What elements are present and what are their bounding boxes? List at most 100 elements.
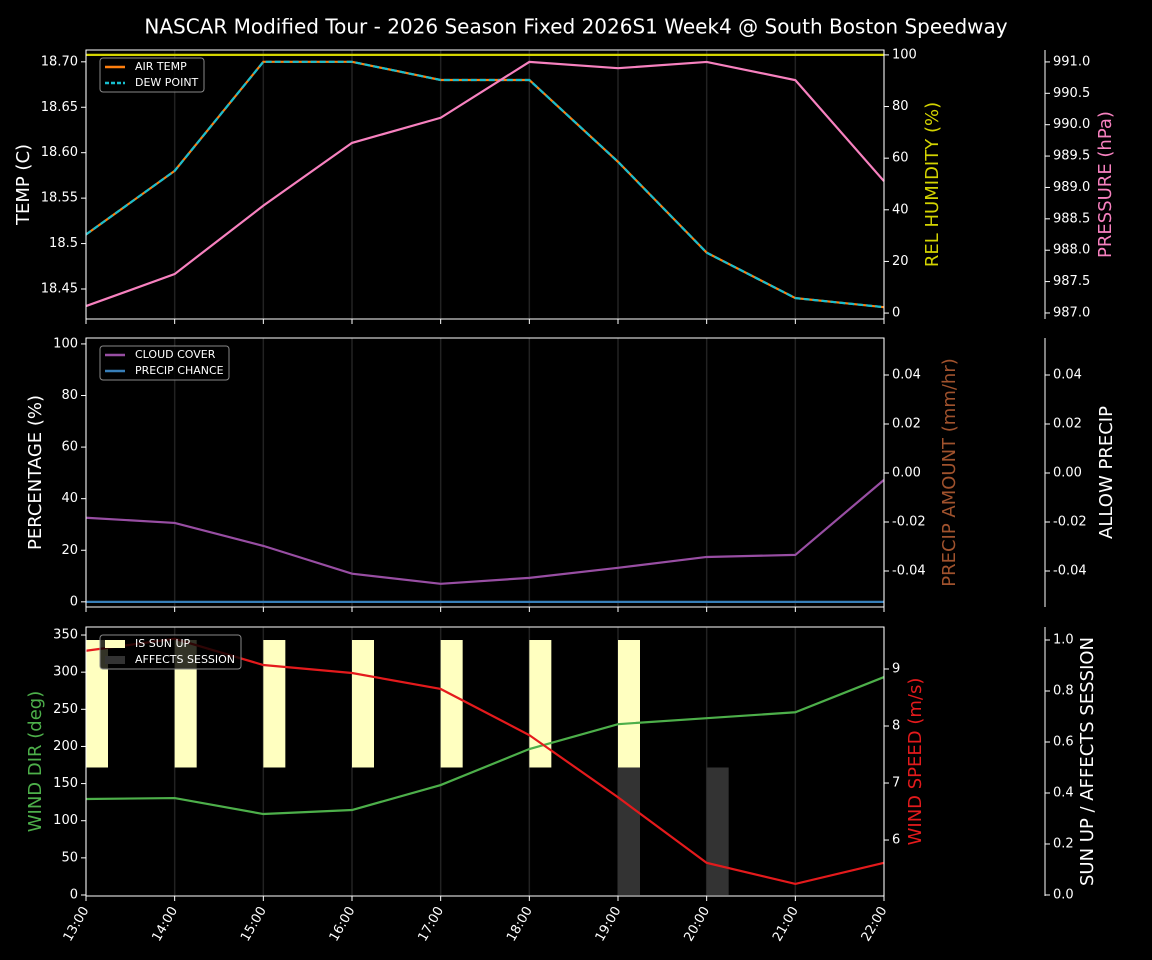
y2-tick-label: 0.02 [892, 416, 921, 431]
axis-label: WIND SPEED (m/s) [905, 678, 926, 846]
chart-title: NASCAR Modified Tour - 2026 Season Fixed… [144, 15, 1007, 39]
x-tick-label: 16:00 [327, 904, 359, 944]
bar [86, 640, 108, 768]
axis-label: TEMP (C) [13, 144, 34, 226]
y3-tick-label: 987.0 [1053, 305, 1090, 320]
y-tick-label: 150 [53, 776, 78, 791]
x-tick-label: 14:00 [149, 904, 181, 944]
axis-label: SUN UP / AFFECTS SESSION [1077, 637, 1098, 886]
y3-tick-label: 990.0 [1053, 117, 1090, 132]
y2-tick-label: 60 [892, 151, 909, 166]
x-tick-label: 22:00 [859, 904, 891, 944]
y3-tick-label: 0.2 [1053, 836, 1074, 851]
bar [174, 640, 197, 768]
y2-tick-label: 6 [892, 833, 900, 848]
y3-tick-label: 987.5 [1053, 274, 1090, 289]
y-tick-label: 200 [53, 739, 78, 754]
line [85, 60, 885, 308]
legend-box [99, 345, 230, 381]
axis-label: PRECIP AMOUNT (mm/hr) [939, 358, 960, 587]
bar [618, 640, 640, 768]
axis-label: REL HUMIDITY (%) [922, 102, 943, 267]
line [85, 60, 885, 309]
legend-swatch [105, 656, 125, 664]
legend-label: IS SUN UP [135, 637, 191, 650]
legend-label: CLOUD COVER [135, 348, 216, 361]
y3-tick-label: 988.0 [1053, 243, 1090, 258]
legend-label: AIR TEMP [135, 60, 187, 73]
y-tick-label: 250 [53, 702, 78, 717]
y-tick-label: 18.5 [49, 236, 78, 251]
y2-tick-label: 0.04 [892, 367, 921, 382]
y2-tick-label: 40 [892, 202, 909, 217]
x-tick-label: 21:00 [770, 904, 802, 944]
y-tick-label: 18.55 [41, 191, 78, 206]
y2-tick-label: 20 [892, 254, 909, 269]
y-tick-label: 350 [53, 628, 78, 643]
y3-tick-label: 988.5 [1053, 211, 1090, 226]
legend-box [99, 57, 205, 93]
x-tick-label: 20:00 [681, 904, 713, 944]
y-tick-label: 100 [53, 336, 78, 351]
y3-tick-label: -0.02 [1053, 514, 1087, 529]
line [85, 676, 885, 816]
y2-tick-label: -0.02 [892, 514, 926, 529]
y-tick-label: 0 [70, 887, 78, 902]
line [85, 479, 885, 585]
y-tick-label: 18.70 [41, 54, 78, 69]
bar [352, 640, 374, 768]
y3-tick-label: 0.8 [1053, 683, 1074, 698]
bar [706, 767, 729, 895]
y-tick-label: 0 [70, 594, 78, 609]
y2-tick-label: 0 [892, 306, 900, 321]
y3-tick-label: 0.6 [1053, 734, 1074, 749]
x-tick-label: 17:00 [415, 904, 447, 944]
y3-tick-label: 0.0 [1053, 887, 1074, 902]
y-tick-label: 100 [53, 813, 78, 828]
axis-label: WIND DIR (deg) [25, 691, 46, 833]
x-tick-label: 19:00 [593, 904, 625, 944]
y3-tick-label: 1.0 [1053, 633, 1074, 648]
y-tick-label: 50 [61, 850, 78, 865]
legend-box [99, 634, 242, 670]
y-tick-label: 60 [61, 440, 78, 455]
y2-tick-label: 9 [892, 662, 900, 677]
y3-tick-label: 0.4 [1053, 785, 1074, 800]
y2-tick-label: 80 [892, 99, 909, 114]
axis-label: PERCENTAGE (%) [25, 395, 46, 550]
y-tick-label: 40 [61, 491, 78, 506]
y3-tick-label: 0.02 [1053, 416, 1082, 431]
bar [440, 640, 463, 768]
bar [529, 640, 552, 768]
y3-tick-label: 990.5 [1053, 86, 1090, 101]
y-tick-label: 80 [61, 388, 78, 403]
line [85, 637, 885, 886]
y3-tick-label: 0.00 [1053, 465, 1082, 480]
y-tick-label: 300 [53, 665, 78, 680]
y3-tick-label: 989.5 [1053, 149, 1090, 164]
legend-label: PRECIP CHANCE [135, 364, 224, 377]
y2-tick-label: 0.00 [892, 465, 921, 480]
line [85, 60, 885, 309]
x-tick-label: 13:00 [61, 904, 93, 944]
legend-label: AFFECTS SESSION [135, 653, 235, 666]
y-tick-label: 20 [61, 543, 78, 558]
bar [618, 767, 640, 895]
y-tick-label: 18.65 [41, 100, 78, 115]
legend-label: DEW POINT [135, 76, 199, 89]
y2-tick-label: 100 [892, 47, 917, 62]
y2-tick-label: 7 [892, 776, 900, 791]
plot-frame [85, 337, 885, 608]
y2-tick-label: 8 [892, 719, 900, 734]
y3-tick-label: -0.04 [1053, 563, 1087, 578]
y-tick-label: 18.45 [41, 282, 78, 297]
plot-frame [85, 626, 885, 897]
plot-frame [85, 49, 885, 320]
y-tick-label: 18.60 [41, 145, 78, 160]
axis-label: PRESSURE (hPa) [1095, 111, 1116, 258]
axis-label: ALLOW PRECIP [1096, 406, 1117, 539]
x-tick-label: 18:00 [504, 904, 536, 944]
y2-tick-label: -0.04 [892, 563, 926, 578]
